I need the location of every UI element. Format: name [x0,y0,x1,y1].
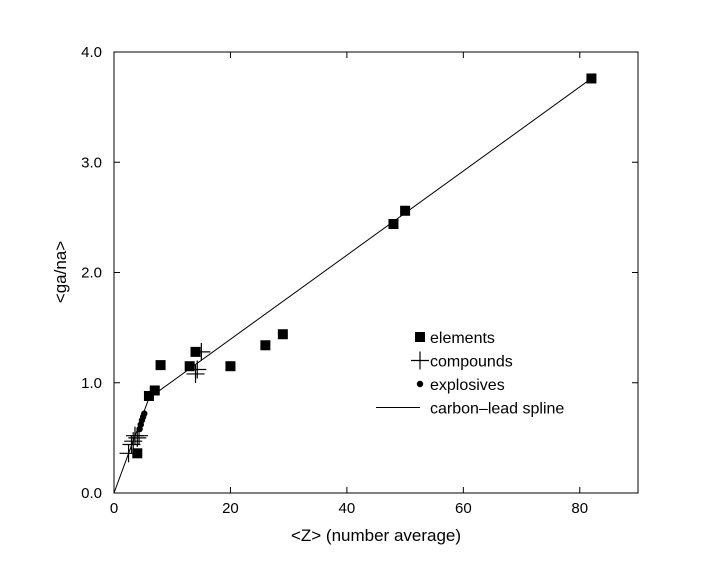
element-point [277,329,288,340]
element-point [184,361,195,372]
y-axis-title: <ga/na> [51,241,70,303]
x-tick-label: 40 [339,500,356,517]
series-circle [136,410,148,433]
ticks [113,51,638,494]
x-tick-label: 60 [455,500,472,517]
plot-frame [113,51,639,494]
legend-label: explosives [430,377,505,394]
y-tick-label: 0.0 [81,485,102,502]
spline-line [113,78,592,494]
y-tick-label: 1.0 [81,375,102,392]
legend-label: carbon–lead spline [430,401,564,418]
explosive-point [141,410,148,417]
element-point [155,360,166,371]
element-point [143,390,154,401]
legend-label: elements [430,330,495,347]
legend-symbol-square [415,332,425,342]
legend-symbol-circle [416,380,424,388]
element-point [260,340,271,351]
x-tick-label: 0 [110,500,118,517]
compound-point [186,364,205,383]
x-tick-label: 20 [222,500,239,517]
element-point [149,385,160,396]
element-point [225,361,236,372]
element-point [586,73,597,84]
compound-point [192,342,211,361]
legend: elements compounds explosives carbon–lead s… [376,330,564,418]
x-axis-title: <Z> (number average) [291,526,461,545]
compound-point [188,360,207,379]
series-layer [113,73,597,494]
element-point [388,218,399,229]
series-plus [119,342,211,463]
compound-point [128,428,147,447]
y-tick-label: 3.0 [81,154,102,171]
tick-labels: 0 20 40 60 80 0.0 1.0 2.0 3.0 4.0 [81,44,588,517]
y-tick-label: 2.0 [81,265,102,282]
legend-symbol-plus [411,351,429,370]
compound-point [119,444,138,463]
x-tick-label: 80 [571,500,588,517]
element-point [400,205,411,216]
y-tick-label: 4.0 [81,44,102,61]
legend-label: compounds [430,354,513,371]
